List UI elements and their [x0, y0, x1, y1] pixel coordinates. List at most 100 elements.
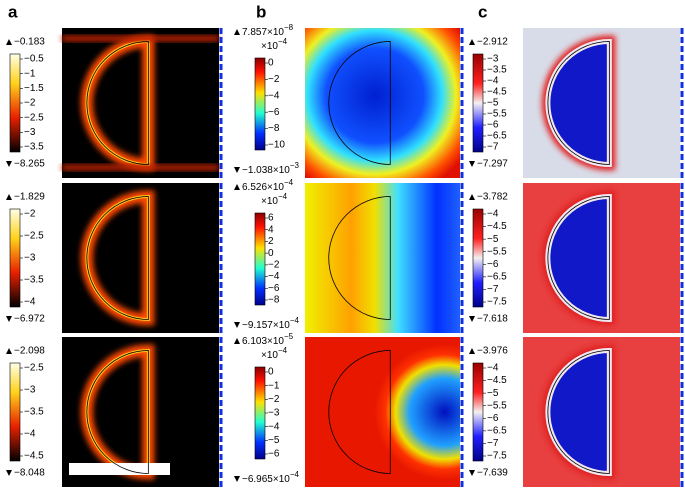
min-marker [6, 316, 12, 322]
max-label-exponent: −5 [284, 332, 294, 341]
colorbar [472, 362, 484, 462]
max-marker [6, 194, 12, 200]
field-map [305, 183, 460, 333]
colorbar-tick-label: 0 [268, 248, 274, 259]
colorbar-tick-label: −4.5 [487, 87, 507, 98]
max-label-exponent: −4 [284, 178, 294, 187]
geometry-outline [328, 196, 391, 320]
colorbar-tick-label: −6 [268, 283, 280, 294]
colorbar-tick-label: −3.5 [24, 142, 44, 153]
colorbar-tick-label: −3 [24, 127, 36, 138]
colorbar-tick-label: −2.5 [24, 231, 44, 242]
colorbar-tick-label: −1 [268, 380, 280, 391]
min-label: −6.965×10−4 [242, 470, 300, 485]
colorbar-tick-label: −10 [268, 140, 285, 151]
colorbar [472, 208, 484, 308]
min-label: −7.639 [477, 468, 508, 479]
min-label: −7.297 [477, 159, 508, 170]
max-marker [6, 348, 12, 354]
max-label-mantissa: 7.857×10 [242, 27, 284, 38]
colorbar-tick-label: −5.5 [487, 109, 507, 120]
colorbar-tick-label: −6 [487, 120, 499, 131]
min-label-exponent: −4 [290, 470, 300, 479]
colorbar-tick-label: −5.5 [487, 246, 507, 257]
colorbar-tick-label: −2 [268, 394, 280, 405]
colorbar-tick-label: −4 [268, 90, 280, 101]
colorbar [254, 212, 266, 306]
colorbar [254, 366, 266, 460]
multiplier-mantissa: ×10 [261, 41, 278, 52]
colorbar-tick-label: 4 [268, 224, 274, 235]
colorbar-tick-label: −4.5 [487, 221, 507, 232]
colorbar-tick-label: −7 [487, 284, 499, 295]
field-map [305, 28, 460, 178]
colorbar-tick-label: −4 [487, 209, 499, 220]
colorbar [9, 53, 21, 153]
colorbar-tick-label: −6 [268, 107, 280, 118]
geometry-outline [547, 196, 610, 320]
colorbar-tick-label: −6 [487, 259, 499, 270]
scale-bar [69, 463, 170, 475]
min-label: −7.618 [477, 314, 508, 325]
field-glow [62, 164, 219, 171]
colorbar-tick-label: 0 [268, 58, 274, 69]
colorbar-tick-label: −4 [268, 271, 280, 282]
colorbar-tick-label: −4.5 [24, 451, 44, 462]
geometry-outline [547, 41, 610, 165]
colorbar-tick-label: −4 [24, 429, 36, 440]
colorbar-tick-label: −7 [487, 142, 499, 153]
geometry-outline [547, 350, 610, 474]
colorbar-tick-label: −2 [24, 209, 36, 220]
min-marker [469, 470, 475, 476]
colorbar-tick-label: −6.5 [487, 425, 507, 436]
min-label: −8.265 [14, 159, 45, 170]
colorbar-tick-label: −2 [268, 259, 280, 270]
colorbar-tick-label: −1 [24, 68, 36, 79]
max-marker [469, 39, 475, 45]
colorbar [254, 57, 266, 151]
min-marker [234, 167, 240, 173]
max-label: −2.912 [477, 37, 508, 48]
field-map [305, 337, 460, 487]
colorbar-tick-label: −3.5 [24, 407, 44, 418]
field-glow [62, 35, 219, 42]
min-label: −9.157×10−4 [242, 316, 300, 331]
colorbar-tick-label: −3 [24, 253, 36, 264]
geometry-outline [328, 41, 391, 165]
max-label-mantissa: 6.103×10 [242, 336, 284, 347]
multiplier: ×10−4 [261, 192, 288, 207]
colorbar-tick-label: −7 [487, 438, 499, 449]
max-label-exponent: −8 [284, 23, 294, 32]
colorbar-tick-label: −8 [268, 295, 280, 306]
colorbar-tick-label: −4 [268, 421, 280, 432]
colorbar [9, 208, 21, 308]
max-label: −1.829 [14, 192, 45, 203]
colorbar-tick-label: 0 [268, 367, 274, 378]
max-label: 6.526×10−4 [242, 178, 294, 193]
colorbar-tick-label: −6.5 [487, 271, 507, 282]
max-label: −3.976 [477, 346, 508, 357]
colorbar-tick-label: −5.5 [487, 400, 507, 411]
min-label-mantissa: −1.038×10 [242, 165, 290, 176]
colorbar-tick-label: −0.5 [24, 54, 44, 65]
multiplier-exponent: −4 [278, 192, 288, 201]
min-label-exponent: −3 [290, 161, 300, 170]
max-label: 6.103×10−5 [242, 332, 294, 347]
max-label-mantissa: 6.526×10 [242, 182, 284, 193]
min-label: −1.038×10−3 [242, 161, 300, 176]
min-label: −8.048 [14, 468, 45, 479]
max-marker [469, 194, 475, 200]
multiplier: ×10−4 [261, 346, 288, 361]
colorbar [472, 53, 484, 153]
colorbar-tick-label: −5 [487, 388, 499, 399]
colorbar-tick-label: −2.5 [24, 112, 44, 123]
min-marker [469, 161, 475, 167]
multiplier-mantissa: ×10 [261, 350, 278, 361]
colorbar-tick-label: −5 [487, 98, 499, 109]
max-marker [234, 29, 240, 35]
min-marker [6, 470, 12, 476]
multiplier-exponent: −4 [278, 37, 288, 46]
max-marker [469, 348, 475, 354]
colorbar-tick-label: −3 [487, 54, 499, 65]
colorbar-tick-label: −3 [24, 385, 36, 396]
